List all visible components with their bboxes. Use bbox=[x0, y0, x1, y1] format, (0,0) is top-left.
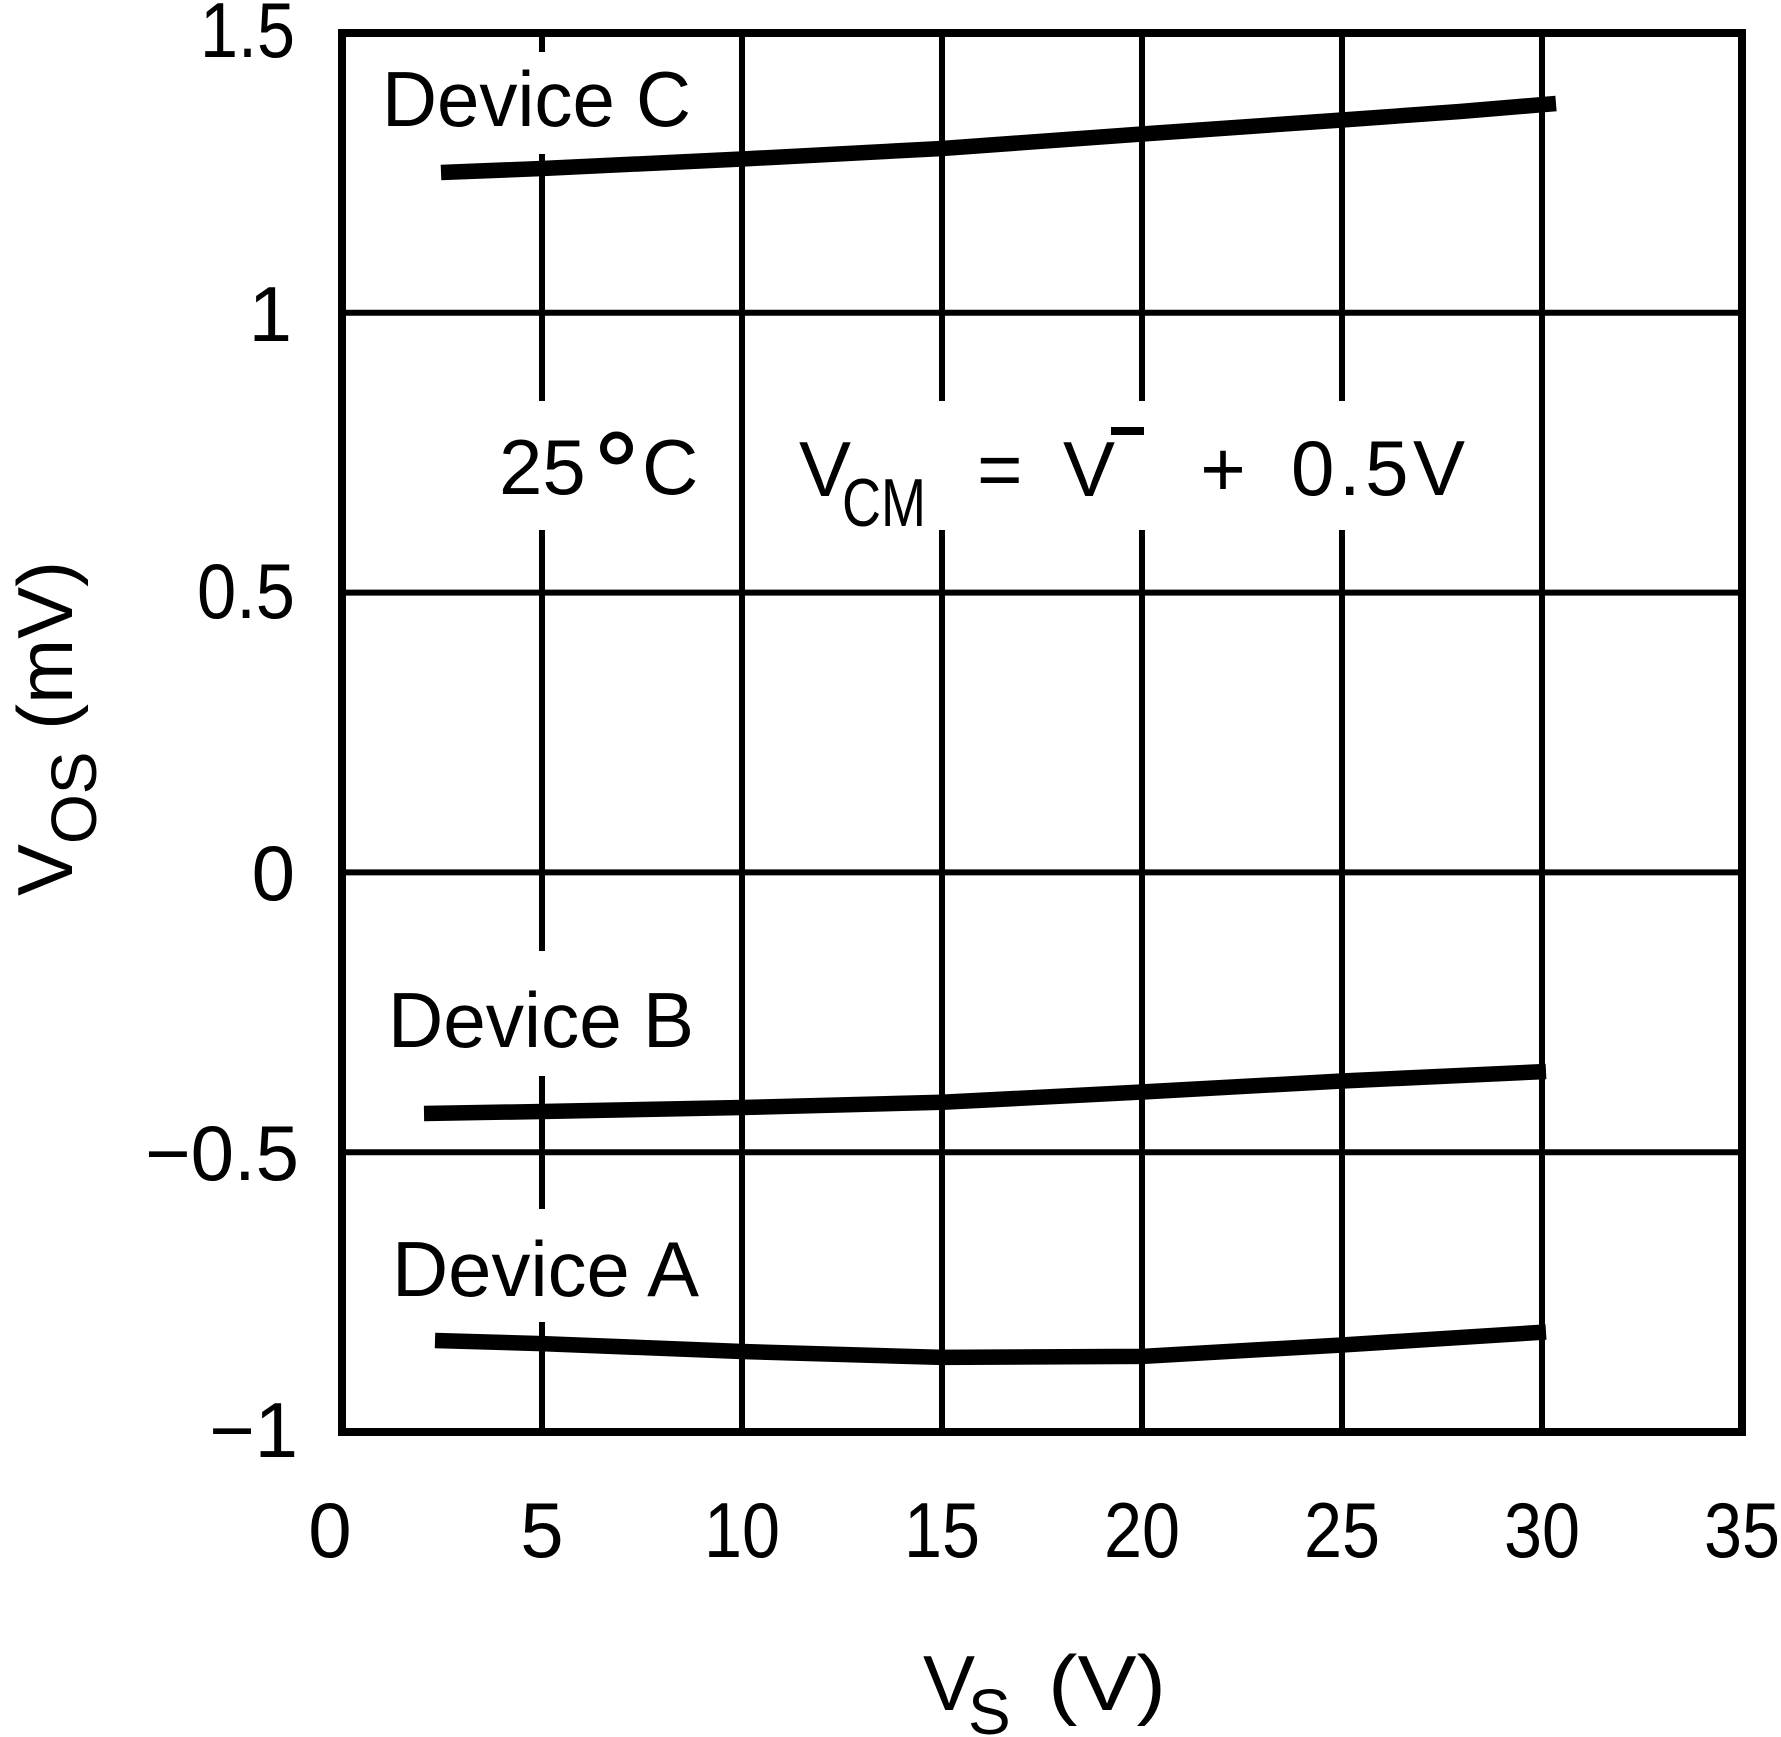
svg-text:+: + bbox=[1200, 425, 1246, 513]
svg-text:0.5: 0.5 bbox=[197, 547, 295, 635]
svg-text:25: 25 bbox=[1304, 1486, 1380, 1574]
svg-text:15: 15 bbox=[904, 1486, 980, 1574]
svg-text:25: 25 bbox=[499, 423, 586, 511]
svg-text:Device A: Device A bbox=[392, 1225, 699, 1313]
svg-text:5: 5 bbox=[520, 1486, 563, 1574]
svg-text:0.5V: 0.5V bbox=[1291, 424, 1465, 512]
svg-text:−0.5: −0.5 bbox=[145, 1109, 299, 1197]
svg-text:C: C bbox=[642, 423, 698, 511]
svg-text:35: 35 bbox=[1704, 1486, 1780, 1574]
svg-text:30: 30 bbox=[1504, 1486, 1580, 1574]
svg-text:=: = bbox=[977, 425, 1023, 513]
svg-text:0: 0 bbox=[308, 1486, 351, 1574]
svg-text:V: V bbox=[1063, 425, 1115, 513]
svg-text:1.5: 1.5 bbox=[200, 0, 295, 74]
svg-text:Device C: Device C bbox=[382, 55, 691, 143]
svg-text:V: V bbox=[923, 1639, 975, 1727]
svg-text:CM: CM bbox=[842, 465, 926, 541]
svg-text:S: S bbox=[968, 1676, 1011, 1737]
svg-text:−1: −1 bbox=[209, 1386, 298, 1474]
svg-text:V: V bbox=[799, 425, 851, 513]
svg-text:1: 1 bbox=[249, 270, 292, 358]
svg-text:20: 20 bbox=[1104, 1486, 1180, 1574]
svg-text:(V): (V) bbox=[1048, 1639, 1166, 1727]
svg-text:Device B: Device B bbox=[388, 976, 694, 1064]
svg-text:10: 10 bbox=[704, 1486, 780, 1574]
svg-text:0: 0 bbox=[252, 829, 295, 917]
